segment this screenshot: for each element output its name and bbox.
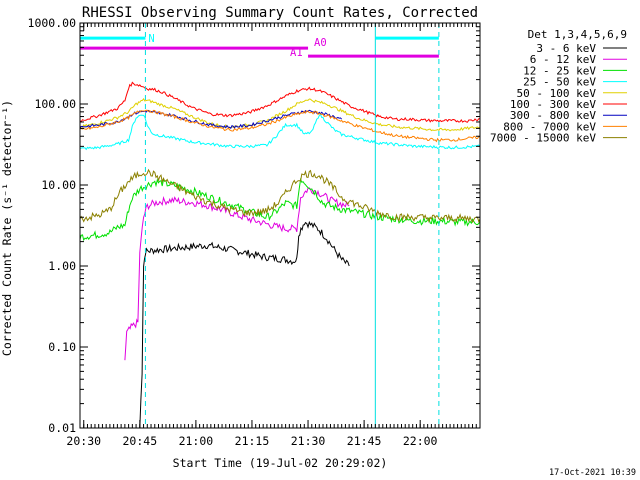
series-line [139, 220, 350, 429]
night-bar-label: N [148, 33, 154, 45]
series-line [79, 109, 481, 143]
legend-label: 7000 - 15000 keV [490, 132, 596, 145]
y-tick-label: 0.10 [48, 340, 76, 354]
x-tick-label: 20:45 [123, 434, 158, 448]
series-line [79, 168, 481, 224]
y-tick-label: 1000.00 [28, 16, 77, 30]
x-tick-label: 21:00 [179, 434, 214, 448]
x-tick-label: 21:30 [291, 434, 326, 448]
y-tick-label: 0.01 [48, 421, 76, 435]
footer-date: 17-Oct-2021 10:39 [549, 468, 636, 478]
legend-label: 100 - 300 keV [510, 98, 596, 111]
series-line [79, 98, 481, 132]
x-tick-label: 20:30 [66, 434, 101, 448]
legend-label: 25 - 50 keV [523, 76, 596, 89]
legend-label: 50 - 100 keV [517, 87, 597, 100]
legend-label: 6 - 12 keV [530, 53, 597, 66]
attenuator-label: A1 [290, 47, 303, 59]
x-tick-label: 21:45 [347, 434, 382, 448]
x-tick-label: 21:15 [235, 434, 270, 448]
chart-title: RHESSI Observing Summary Count Rates, Co… [82, 5, 478, 21]
attenuator-label: A0 [314, 37, 327, 49]
x-tick-label: 22:00 [403, 434, 438, 448]
y-tick-label: 1.00 [48, 259, 76, 273]
y-axis: 1000.00 100.00 10.00 1.00 0.10 0.01 [28, 16, 480, 435]
plot-lines [79, 81, 481, 429]
y-tick-label: 100.00 [34, 97, 76, 111]
series-line [79, 177, 481, 242]
x-axis-label: Start Time (19-Jul-02 20:29:02) [173, 456, 388, 470]
legend-label: 12 - 25 keV [523, 64, 596, 77]
legend-label: 300 - 800 keV [510, 109, 596, 122]
legend-label: 3 - 6 keV [536, 42, 596, 55]
x-axis: 20:30 20:45 21:00 21:15 21:30 21:45 22:00 [66, 23, 481, 448]
series-line [79, 113, 481, 151]
series-line [79, 81, 481, 123]
series-line [124, 187, 350, 361]
plot-frame [79, 22, 481, 429]
legend-title: Det 1,3,4,5,6,9 [528, 28, 627, 41]
legend-label: 800 - 7000 keV [503, 120, 596, 133]
y-tick-label: 10.00 [41, 178, 76, 192]
y-axis-label: Corrected Count Rate (s⁻¹ detector⁻¹) [0, 100, 14, 356]
